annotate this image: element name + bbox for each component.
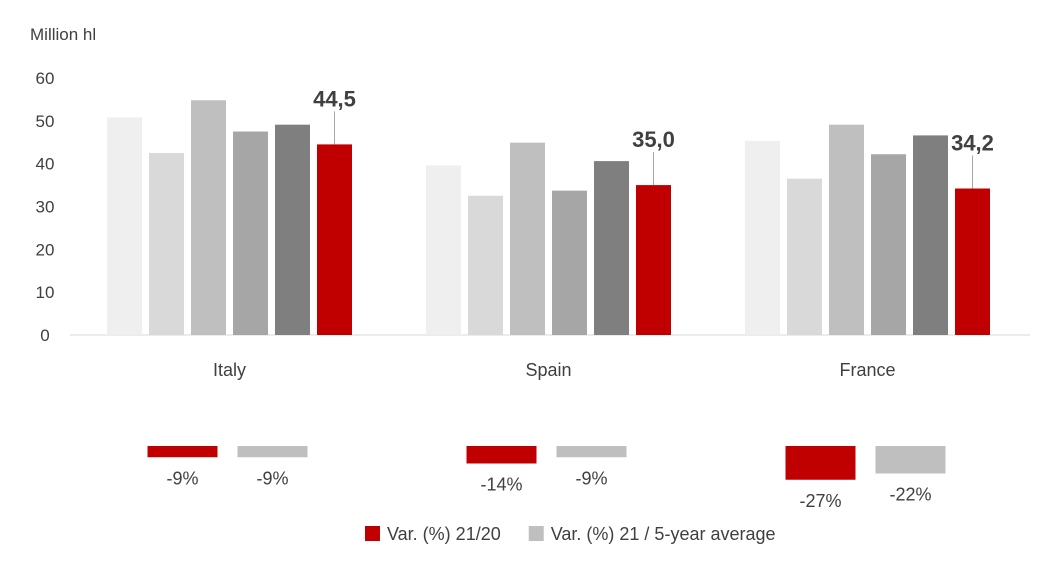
bar — [745, 140, 780, 335]
variation-bar — [466, 446, 537, 464]
bar — [787, 178, 822, 335]
y-tick-label: 20 — [36, 240, 55, 259]
variation-label: -14% — [480, 475, 522, 495]
variation-bar — [237, 446, 308, 458]
variation-label: -9% — [256, 468, 288, 488]
bar — [191, 100, 226, 335]
value-labels: 44,5 35,0 34,2 — [313, 86, 994, 189]
legend-label: Var. (%) 21 / 5-year average — [551, 524, 776, 544]
variation-label: -9% — [166, 468, 198, 488]
bar — [468, 195, 503, 335]
category-labels: Italy Spain France — [213, 360, 896, 380]
variation-bar — [785, 446, 856, 480]
variation-bar — [875, 446, 946, 474]
y-tick-label: 30 — [36, 198, 55, 217]
variation-bar — [556, 446, 627, 458]
bar — [871, 154, 906, 335]
bar — [636, 185, 671, 335]
legend-swatch — [528, 526, 544, 541]
bar — [107, 117, 142, 335]
bar-series — [107, 100, 990, 336]
variation-bars: -9% -9% -14% -9% -27% -22% — [147, 446, 946, 511]
category-label: Italy — [213, 360, 246, 380]
bar — [594, 161, 629, 335]
variation-bar — [147, 446, 218, 458]
y-tick-label: 0 — [40, 326, 49, 345]
bar — [829, 124, 864, 336]
bar — [510, 142, 545, 335]
variation-label: -27% — [799, 491, 841, 511]
legend-swatch — [365, 526, 380, 541]
bar — [955, 188, 990, 335]
category-label: France — [839, 360, 895, 380]
value-label: 34,2 — [951, 131, 994, 156]
y-axis-ticks: 0 10 20 30 40 50 60 — [36, 69, 55, 345]
bar — [552, 190, 587, 335]
bar — [317, 144, 352, 335]
bar — [426, 165, 461, 335]
bar — [913, 135, 948, 335]
y-tick-label: 60 — [36, 69, 55, 88]
y-tick-label: 50 — [36, 112, 55, 131]
bar — [275, 124, 310, 336]
bar — [149, 152, 184, 335]
legend-label: Var. (%) 21/20 — [387, 524, 501, 544]
legend: Var. (%) 21/20 Var. (%) 21 / 5-year avera… — [365, 524, 776, 544]
value-label: 44,5 — [313, 86, 356, 111]
y-tick-label: 10 — [36, 283, 55, 302]
y-axis-label: Million hl — [30, 25, 96, 44]
category-label: Spain — [525, 360, 571, 380]
variation-label: -9% — [575, 468, 607, 488]
bar — [233, 131, 268, 335]
variation-label: -22% — [889, 485, 931, 505]
value-label: 35,0 — [632, 127, 675, 152]
y-tick-label: 40 — [36, 155, 55, 174]
